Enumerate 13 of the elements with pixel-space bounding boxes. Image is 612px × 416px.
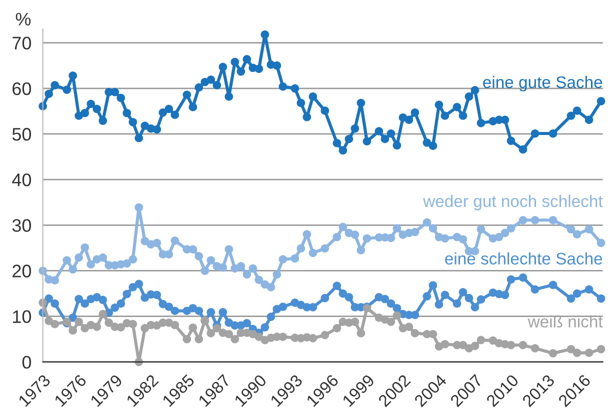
y-tick-label: 70 — [12, 36, 32, 50]
y-tick-label: 20 — [12, 264, 32, 278]
y-tick-label: 10 — [13, 310, 32, 324]
y-axis-title: % — [16, 12, 31, 26]
y-tick-label: 40 — [12, 174, 32, 186]
y-tick-label: 60 — [12, 82, 32, 96]
y-tick-label: 50 — [12, 128, 32, 141]
series-label: eine schlechte Sache — [445, 252, 602, 265]
y-tick-label: 0 — [22, 356, 32, 369]
series-label: weder gut noch schlecht — [423, 194, 603, 210]
y-tick-label: 30 — [12, 219, 32, 232]
series-label: eine gute Sache — [483, 76, 602, 92]
series-label: weiß nicht — [528, 315, 603, 328]
